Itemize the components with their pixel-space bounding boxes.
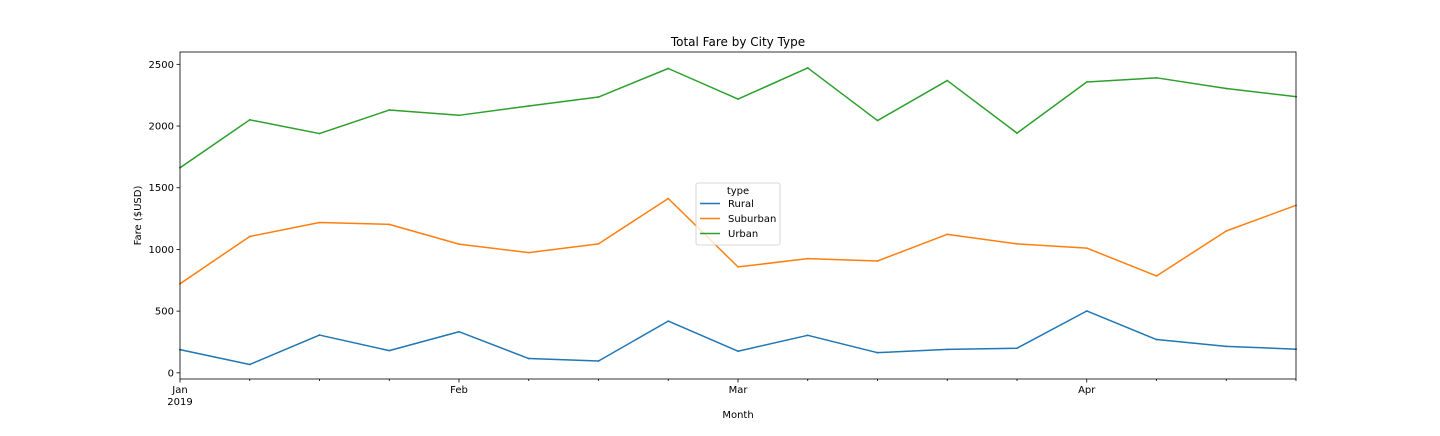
data-point-suburban: [1016, 242, 1018, 245]
x-tick-label: Apr: [1078, 385, 1096, 396]
data-point-suburban: [248, 235, 251, 238]
data-point-rural: [737, 350, 739, 353]
x-tick-label: Jan: [171, 385, 187, 396]
chart-title: Total Fare by City Type: [670, 35, 805, 49]
data-point-rural: [597, 360, 600, 362]
data-point-rural: [388, 349, 391, 352]
data-point-suburban: [1085, 247, 1088, 250]
x-tick-label: Feb: [450, 385, 468, 396]
data-point-suburban: [806, 257, 809, 260]
data-point-suburban: [946, 233, 949, 236]
data-point-rural: [1085, 310, 1088, 312]
data-point-urban: [388, 109, 391, 111]
y-tick-label: 2000: [149, 122, 174, 133]
series-line-rural: [179, 310, 1297, 366]
data-point-urban: [667, 67, 670, 70]
data-point-rural: [458, 330, 460, 333]
y-tick-label: 1500: [149, 183, 174, 194]
data-point-rural: [876, 351, 879, 354]
y-tick-label: 500: [155, 307, 174, 318]
data-point-suburban: [737, 265, 739, 268]
data-point-rural: [1225, 345, 1228, 348]
data-point-suburban: [667, 197, 670, 200]
series-layer: [178, 67, 1297, 366]
data-point-suburban: [597, 242, 600, 245]
data-point-rural: [1155, 338, 1158, 341]
legend-label-rural: Rural: [728, 199, 754, 210]
data-point-urban: [806, 67, 809, 69]
data-point-suburban: [876, 260, 879, 262]
data-point-rural: [1016, 347, 1018, 350]
data-point-rural: [318, 334, 321, 336]
data-point-urban: [737, 98, 739, 101]
data-point-urban: [1225, 87, 1228, 90]
data-point-rural: [527, 357, 530, 360]
y-axis-label: Fare ($USD): [133, 186, 144, 246]
y-tick-label: 2500: [149, 60, 174, 71]
data-point-urban: [1155, 76, 1158, 79]
data-point-urban: [597, 96, 600, 98]
legend: type Rural Suburban Urban: [695, 182, 781, 246]
data-point-suburban: [1155, 275, 1158, 277]
legend-box: [695, 182, 781, 246]
data-point-rural: [946, 348, 949, 351]
data-point-urban: [248, 118, 251, 121]
x-tick-label: Mar: [729, 385, 749, 396]
legend-label-suburban: Suburban: [728, 214, 776, 225]
data-point-suburban: [458, 243, 460, 246]
y-tick-label: 0: [168, 368, 174, 379]
y-tick-label: 1000: [149, 245, 174, 256]
legend-label-urban: Urban: [728, 229, 758, 240]
data-point-urban: [1016, 132, 1018, 134]
data-point-urban: [1085, 81, 1088, 83]
series-line-urban: [178, 67, 1297, 169]
data-point-suburban: [318, 221, 321, 224]
data-point-suburban: [1225, 230, 1228, 232]
data-point-urban: [946, 79, 949, 82]
data-point-rural: [806, 334, 809, 337]
data-point-urban: [527, 105, 530, 107]
data-point-urban: [458, 114, 460, 117]
data-point-suburban: [388, 223, 391, 226]
x-tick-sublabel: 2019: [167, 397, 192, 408]
data-point-rural: [248, 363, 251, 366]
data-point-suburban: [527, 251, 530, 254]
x-axis-label: Month: [722, 410, 753, 421]
data-point-urban: [876, 119, 879, 122]
data-point-urban: [318, 132, 321, 135]
data-point-rural: [667, 320, 670, 323]
legend-title: type: [727, 186, 749, 197]
